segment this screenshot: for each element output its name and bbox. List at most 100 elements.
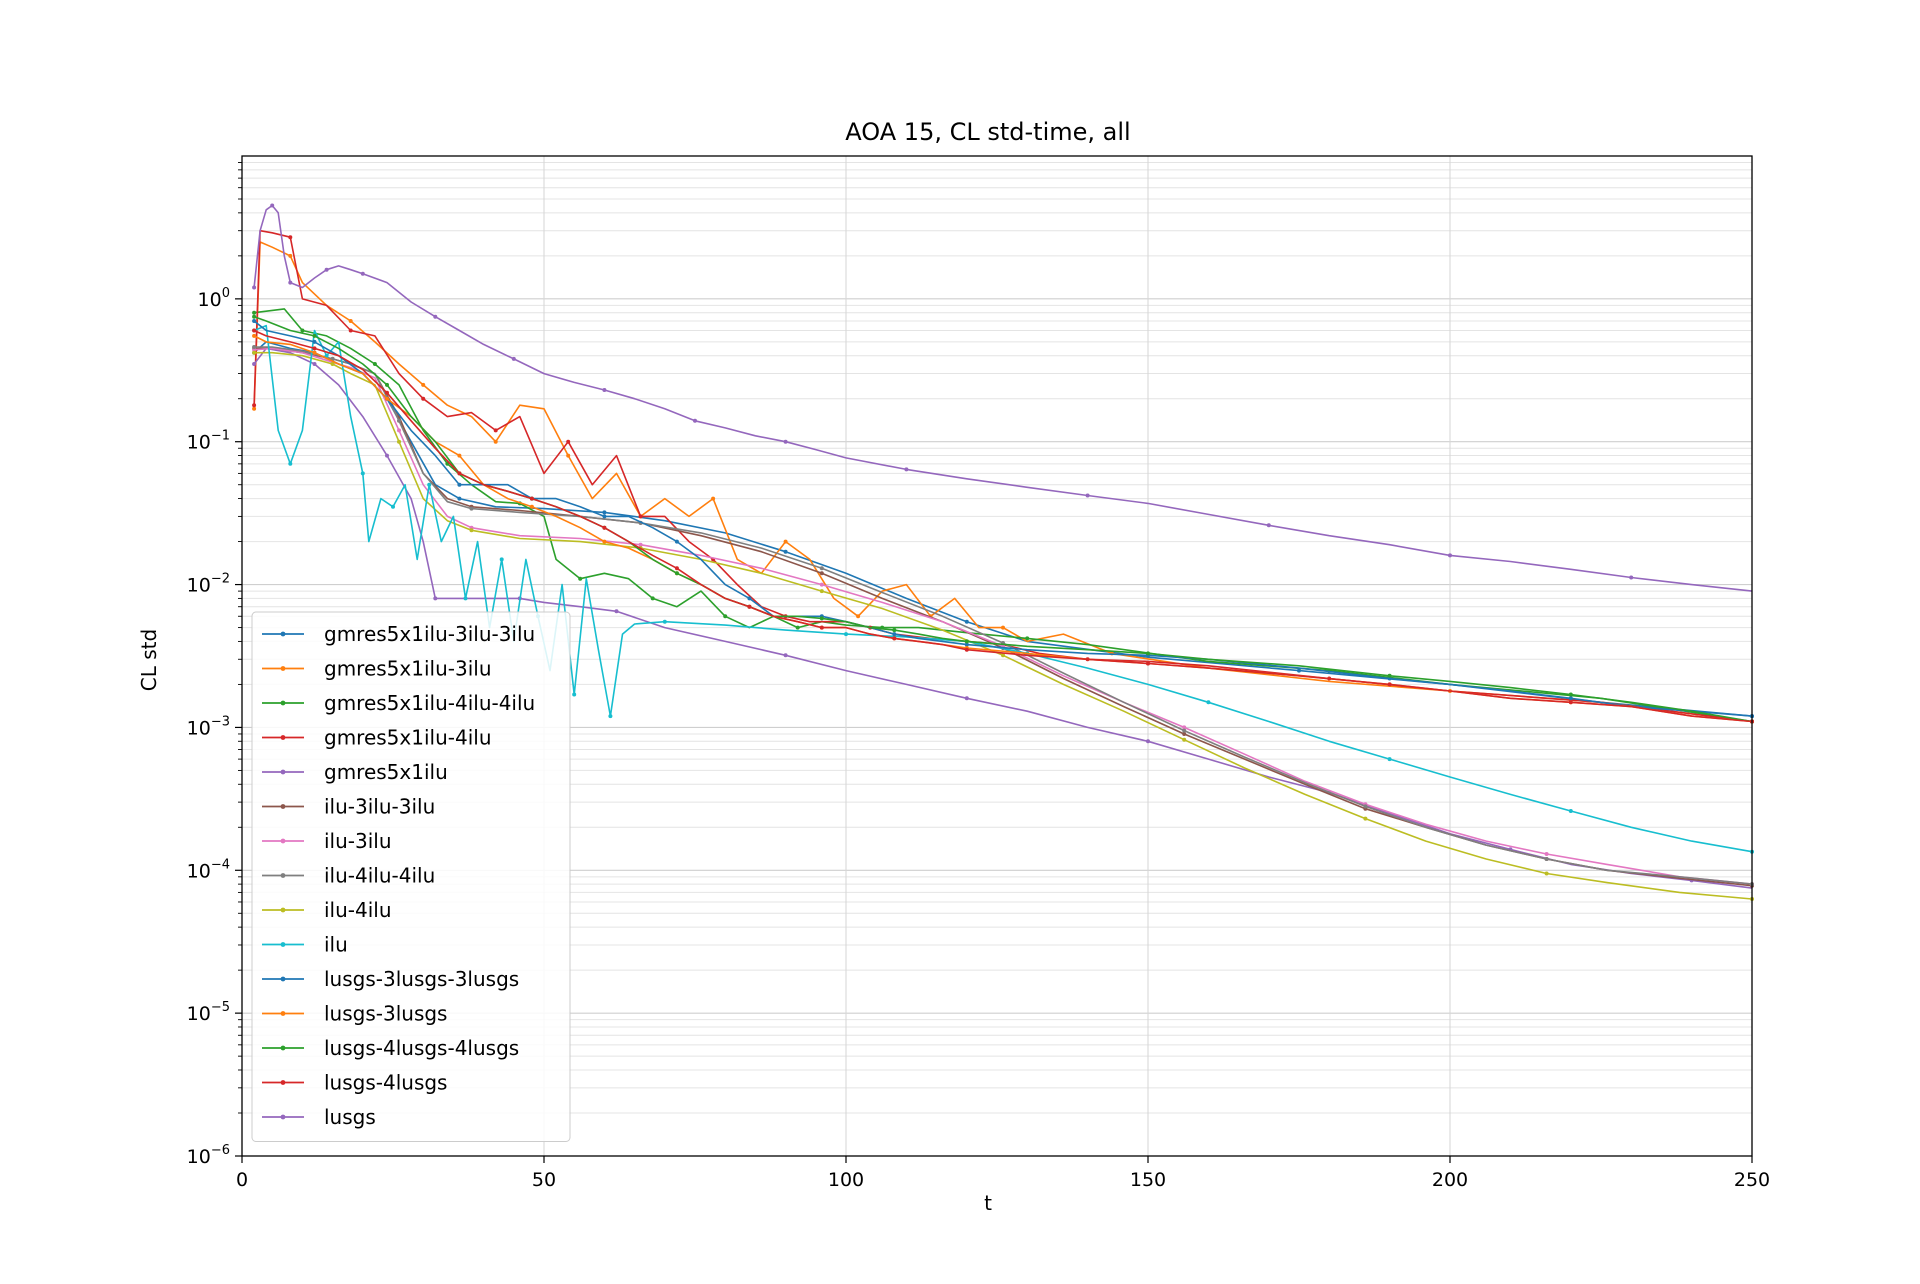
series-point [312,350,317,355]
series-point [638,514,643,519]
series-point [747,596,752,601]
legend-swatch-marker [280,769,286,775]
series-point [252,319,257,323]
legend-label: ilu [324,933,348,957]
series-point [469,528,474,533]
series-point [747,604,752,609]
series-point [964,642,969,647]
legend-item: ilu [262,933,348,957]
legend-box [251,611,571,1142]
series-lusgs [252,203,1753,592]
legend-label: ilu-4ilu-4ilu [324,864,435,888]
y-tick-label: 10−6 [187,1143,230,1168]
series-point [457,496,462,501]
y-axis-label: CL std [137,629,161,691]
series-point [463,596,468,601]
series-point [819,616,824,621]
x-tick-label: 250 [1734,1169,1770,1191]
series-point [1568,809,1573,813]
series-point [252,406,257,411]
series-point [288,253,293,258]
series-point [1146,651,1150,656]
series-point [397,439,401,444]
legend-item: lusgs-4lusgs-4lusgs [262,1036,519,1060]
series-point [324,353,329,358]
series-point [1568,692,1573,697]
series-point [856,614,861,619]
series-point [360,471,365,476]
series-point [312,362,317,366]
series-point [421,396,426,401]
legend-label: ilu-3ilu-3ilu [324,795,435,819]
y-tick-label: 10−4 [187,857,230,882]
series-point [1266,523,1271,528]
series-point [252,345,257,349]
series-point [421,382,426,387]
series-point [252,350,257,355]
series-point [457,471,462,476]
series-point [1297,668,1301,673]
series-point [360,271,365,276]
series-point [252,314,257,319]
series-point [252,328,257,333]
series-point [819,589,824,594]
series-point [288,461,293,466]
series-point [844,632,848,637]
series-point [1387,757,1392,762]
legend-item: gmres5x1ilu-3ilu-3ilu [262,622,535,646]
series-point [300,328,305,333]
series-point [1568,696,1573,701]
series-point [662,619,667,624]
series-point [566,453,571,458]
series-point [1544,857,1549,861]
legend-swatch-marker [280,942,286,947]
legend-swatch-marker [280,873,286,878]
legend-label: gmres5x1ilu-4ilu-4ilu [324,691,535,715]
legend-swatch-marker [280,666,286,671]
series-point [1146,739,1150,744]
legend-swatch-marker [280,976,286,982]
series-point [270,203,275,208]
series-gmres5x1ilu [252,347,1753,889]
legend-label: ilu-3ilu [324,829,392,853]
series-point [499,557,504,562]
series-point [397,418,401,423]
x-tick-label: 200 [1432,1169,1468,1191]
series-point [711,496,716,501]
series-point [674,539,679,544]
series-point [819,582,824,587]
series-point [674,566,679,571]
series-point [783,439,788,444]
series-point [638,542,643,547]
y-tick-label: 100 [198,286,230,311]
x-axis-label: t [984,1191,992,1215]
legend-item: ilu-3ilu-3ilu [262,795,435,819]
series-point [1182,737,1187,742]
y-tick-label: 10−2 [187,572,230,597]
series-point [372,362,377,366]
legend-swatch-marker [280,631,286,637]
series-point [1206,700,1211,705]
series-point [457,453,462,458]
series-point [819,566,824,571]
plot-frame [241,155,1753,1157]
legend-label: gmres5x1ilu-3ilu-3ilu [324,622,535,646]
legend-swatch-marker [280,907,286,913]
series-point [602,525,607,530]
legend-swatch-marker [280,1114,286,1120]
series-line [253,241,1753,723]
y-tick-label: 10−3 [187,714,230,739]
x-tick-label: 50 [532,1169,556,1191]
series-point [614,609,619,614]
series-point [493,439,498,444]
series-point [385,382,389,387]
legend-label: lusgs-4lusgs-4lusgs [324,1036,519,1060]
series-point [892,628,897,633]
legend-label: gmres5x1ilu-4ilu [324,726,492,750]
series-point [252,333,257,338]
legend-label: gmres5x1ilu-3ilu [324,657,492,681]
series-point [511,356,516,361]
chart-title: AOA 15, CL std-time, all [845,118,1130,146]
